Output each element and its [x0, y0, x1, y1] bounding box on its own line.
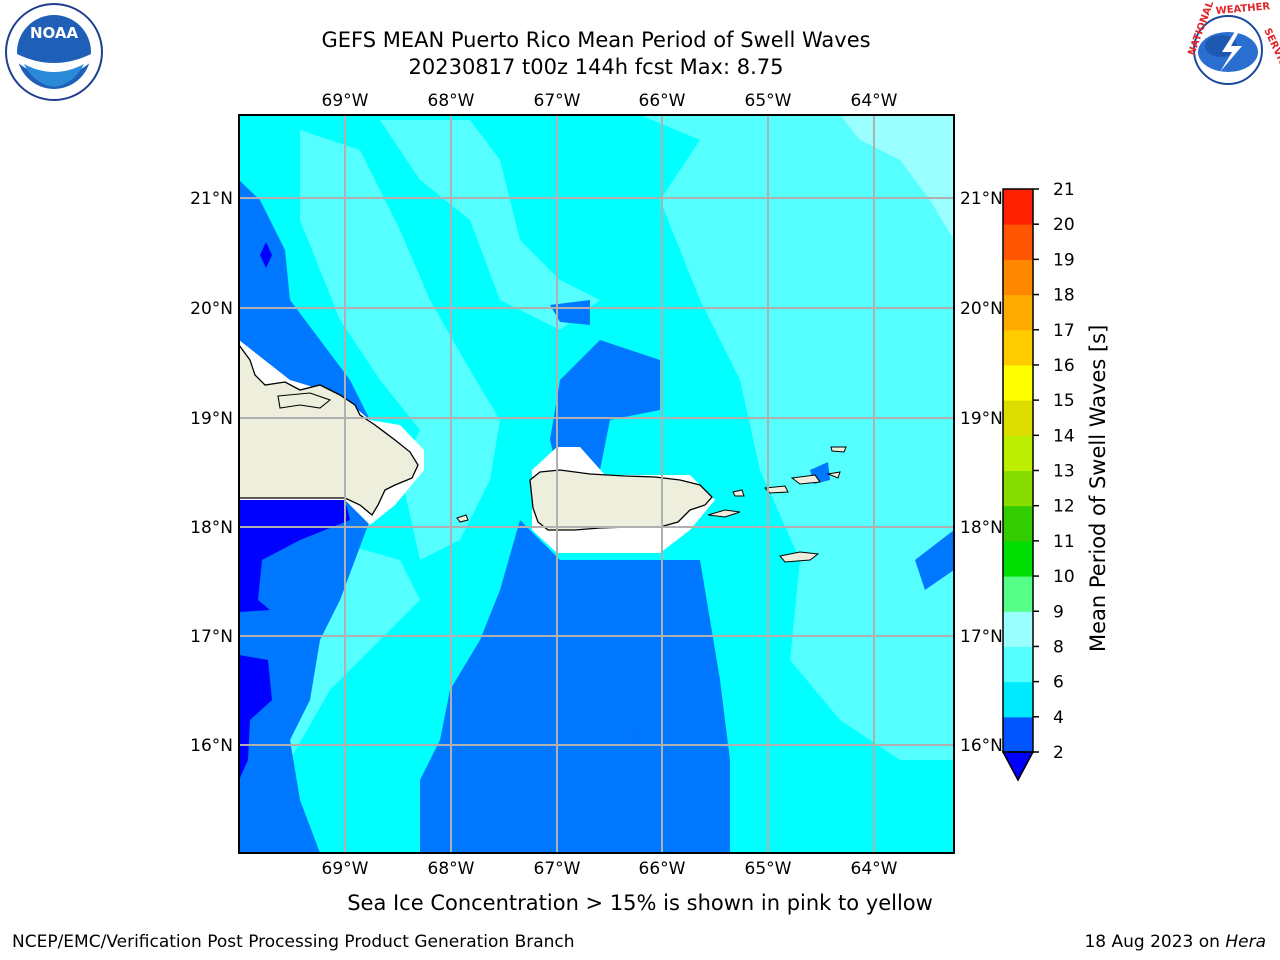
colorbar-cell — [1003, 294, 1033, 331]
colorbar-cell — [1003, 716, 1033, 753]
land-st-croix — [779, 551, 820, 563]
colorbar-cell — [1003, 646, 1033, 683]
land-tortuga — [277, 392, 332, 409]
lat-label-left: 17°N — [190, 627, 233, 647]
field-deep-blue-2 — [239, 655, 272, 780]
lat-label-right: 19°N — [960, 409, 1003, 429]
colorbar-extend-triangle — [1001, 751, 1035, 782]
chart-title: GEFS MEAN Puerto Rico Mean Period of Swe… — [321, 28, 871, 52]
lat-label-right: 21°N — [960, 189, 1003, 209]
colorbar-tick-label: 8 — [1053, 637, 1064, 657]
colorbar-cell — [1003, 400, 1033, 436]
land-anegada-2 — [826, 471, 841, 479]
lon-label-top: 67°W — [534, 91, 581, 111]
colorbar-cell — [1003, 611, 1033, 647]
field-deep-blue-3 — [260, 242, 272, 268]
lon-label-top: 68°W — [428, 91, 475, 111]
footer-date: 18 Aug 2023 on — [1084, 932, 1226, 952]
field-blue-south — [420, 520, 730, 853]
field-blue-east — [915, 530, 954, 590]
lat-label-right: 18°N — [960, 518, 1003, 538]
colorbar-tick-label: 13 — [1053, 462, 1075, 482]
chart-subtitle: 20230817 t00z 144h fcst Max: 8.75 — [408, 55, 784, 79]
colorbar-cell — [1003, 681, 1033, 718]
colorbar-tick-label: 4 — [1053, 708, 1064, 728]
lon-label-bottom: 64°W — [851, 859, 898, 879]
lon-label-bottom: 68°W — [428, 859, 475, 879]
colorbar-cell — [1003, 329, 1033, 366]
land-culebra — [732, 489, 745, 497]
field-pale-cyan — [840, 115, 954, 240]
nws-logo: NATIONAL WEATHER SERVICE — [1182, 0, 1280, 96]
colorbar-tick-label: 12 — [1053, 497, 1075, 517]
field-light-cyan-north — [380, 120, 600, 330]
colorbar-tick-label: 16 — [1053, 356, 1075, 376]
colorbar-cell — [1003, 540, 1033, 577]
colorbar-cell — [1003, 505, 1033, 542]
land-hispaniola — [239, 343, 419, 516]
colorbar-cell — [1003, 259, 1033, 296]
lat-label-right: 17°N — [960, 627, 1003, 647]
lat-label-left: 20°N — [190, 299, 233, 319]
footer-host: Hera — [1225, 932, 1266, 952]
field-light-cyan-east — [640, 115, 954, 760]
colorbar-tick-label: 18 — [1053, 286, 1075, 306]
colorbar-tick-label: 2 — [1053, 743, 1064, 763]
colorbar-cell — [1003, 576, 1033, 612]
colorbar-tick-label: 19 — [1053, 250, 1075, 270]
colorbar-tick-label: 11 — [1053, 532, 1075, 552]
lon-label-bottom: 67°W — [534, 859, 581, 879]
lon-label-top: 69°W — [322, 91, 369, 111]
lat-label-right: 16°N — [960, 736, 1003, 756]
gridlines — [239, 115, 954, 853]
colorbar-tick-label: 10 — [1053, 567, 1075, 587]
land-anegada — [830, 446, 847, 453]
land-bvi — [790, 474, 821, 485]
colorbar-tick-label: 21 — [1053, 180, 1075, 200]
lat-label-left: 21°N — [190, 189, 233, 209]
noaa-logo: NOAA — [5, 3, 103, 101]
field-blue-tongue — [550, 340, 660, 480]
colorbar-label: Mean Period of Swell Waves [s] — [1086, 324, 1110, 652]
colorbar-tick-label: 17 — [1053, 321, 1075, 341]
colorbar-cell — [1003, 224, 1033, 260]
lon-label-bottom: 65°W — [745, 859, 792, 879]
colorbar-cell — [1003, 435, 1033, 471]
footer-right: 18 Aug 2023 on Hera — [1084, 932, 1266, 952]
map-frame — [238, 114, 955, 854]
lon-label-bottom: 69°W — [322, 859, 369, 879]
lat-label-left: 19°N — [190, 409, 233, 429]
lat-label-left: 16°N — [190, 736, 233, 756]
colorbar-tick-label: 9 — [1053, 602, 1064, 622]
lon-label-top: 66°W — [639, 91, 686, 111]
colorbar-tick-label: 6 — [1053, 673, 1064, 693]
colorbar-tick-label: 14 — [1053, 426, 1075, 446]
land-vieques — [707, 509, 741, 518]
lat-label-right: 20°N — [960, 299, 1003, 319]
colorbar-cell — [1003, 364, 1033, 401]
lon-label-top: 65°W — [745, 91, 792, 111]
sea-ice-caption: Sea Ice Concentration > 15% is shown in … — [347, 891, 933, 915]
colorbar-cell — [1003, 470, 1033, 507]
land-mona — [456, 514, 469, 523]
svg-text:WEATHER: WEATHER — [1215, 1, 1271, 17]
colorbar-tick-label: 20 — [1053, 215, 1075, 235]
lon-label-top: 64°W — [851, 91, 898, 111]
field-blue-speck — [624, 725, 642, 750]
colorbar-tick-label: 15 — [1053, 391, 1075, 411]
colorbar: 2 4 6 8 9 10 11 12 13 14 15 16 17 18 19 20 21 — [1001, 180, 1075, 782]
footer-left: NCEP/EMC/Verification Post Processing Pr… — [12, 932, 575, 952]
land-puerto-rico — [529, 469, 713, 531]
colorbar-cell — [1003, 189, 1033, 225]
lat-label-left: 18°N — [190, 518, 233, 538]
lon-label-bottom: 66°W — [639, 859, 686, 879]
field-blue-blob — [550, 300, 590, 325]
svg-text:NOAA: NOAA — [30, 24, 79, 42]
